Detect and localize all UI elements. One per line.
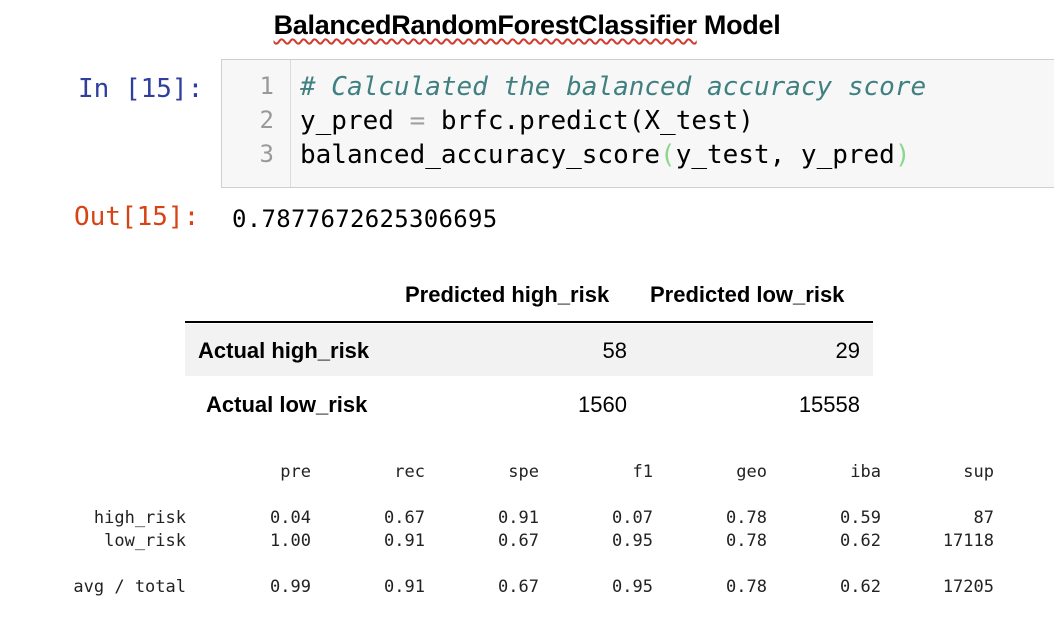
code-cell[interactable]: 1 2 3 # Calculated the balanced accuracy… [221,59,1054,188]
report-header: sup [963,462,994,482]
line-number: 2 [259,106,274,134]
line-number: 3 [259,140,274,168]
line-number-gutter: 1 2 3 [222,60,291,187]
table-row: Actual low_risk 1560 15558 [185,378,873,430]
code-line-2: y_pred = brfc.predict(X_test) [300,106,754,136]
title-model-name: BalancedRandomForestClassifier [273,10,697,40]
table-cell: 58 [602,338,627,363]
report-cell: 17205 [942,577,994,597]
report-cell: 0.78 [726,508,767,528]
header-divider [185,321,873,323]
row-label: Actual low_risk [206,392,368,417]
report-cell: 1.00 [270,531,311,551]
code-token: y_pred [300,106,410,136]
row-label: Actual high_risk [198,338,370,363]
input-prompt: In [15]: [78,74,204,104]
report-cell: 0.07 [612,508,653,528]
report-header: rec [394,462,425,482]
report-cell: 87 [973,508,994,528]
report-cell: 0.78 [726,531,767,551]
report-cell: 0.91 [384,531,425,551]
table-cell: 1560 [578,392,627,417]
report-cell: 0.99 [270,577,311,597]
report-row-label: high_risk [93,508,186,528]
report-cell: 0.62 [840,531,881,551]
report-cell: 0.67 [498,531,539,551]
output-value: 0.7877672625306695 [232,205,498,233]
report-cell: 0.67 [498,577,539,597]
output-prompt: Out[15]: [74,202,200,232]
report-header: geo [736,462,767,482]
report-row-label: low_risk [104,531,186,551]
report-header: f1 [632,462,653,482]
report-cell: 0.59 [840,508,881,528]
report-cell: 0.62 [840,577,881,597]
code-paren-close: ) [894,140,911,170]
report-cell: 17118 [942,531,994,551]
column-header: Predicted low_risk [650,282,845,307]
table-cell: 29 [835,338,860,363]
page-title: BalancedRandomForestClassifier Model [0,10,1054,41]
report-cell: 0.95 [612,577,653,597]
report-header: spe [508,462,539,482]
code-token: brfc.predict(X_test) [425,106,754,136]
code-operator: = [409,106,426,136]
table-cell: 15558 [798,392,860,417]
code-paren-open: ( [660,140,676,170]
report-cell: 0.04 [270,508,311,528]
code-token: y_test, y_pred [675,140,895,170]
report-row-label: avg / total [73,577,186,597]
column-header: Predicted high_risk [405,282,610,307]
code-line-3: balanced_accuracy_score(y_test, y_pred) [300,140,911,170]
report-header: pre [280,462,311,482]
line-number: 1 [259,72,274,100]
table-row: Actual high_risk 58 29 [185,324,873,376]
report-cell: 0.95 [612,531,653,551]
code-line-1: # Calculated the balanced accuracy score [300,72,926,102]
report-cell: 0.91 [384,577,425,597]
code-token: balanced_accuracy_score [300,140,661,170]
report-cell: 0.67 [384,508,425,528]
code-comment: # Calculated the balanced accuracy score [300,72,927,102]
report-cell: 0.91 [498,508,539,528]
title-suffix: Model [696,10,781,40]
report-header: iba [850,462,881,482]
report-cell: 0.78 [726,577,767,597]
